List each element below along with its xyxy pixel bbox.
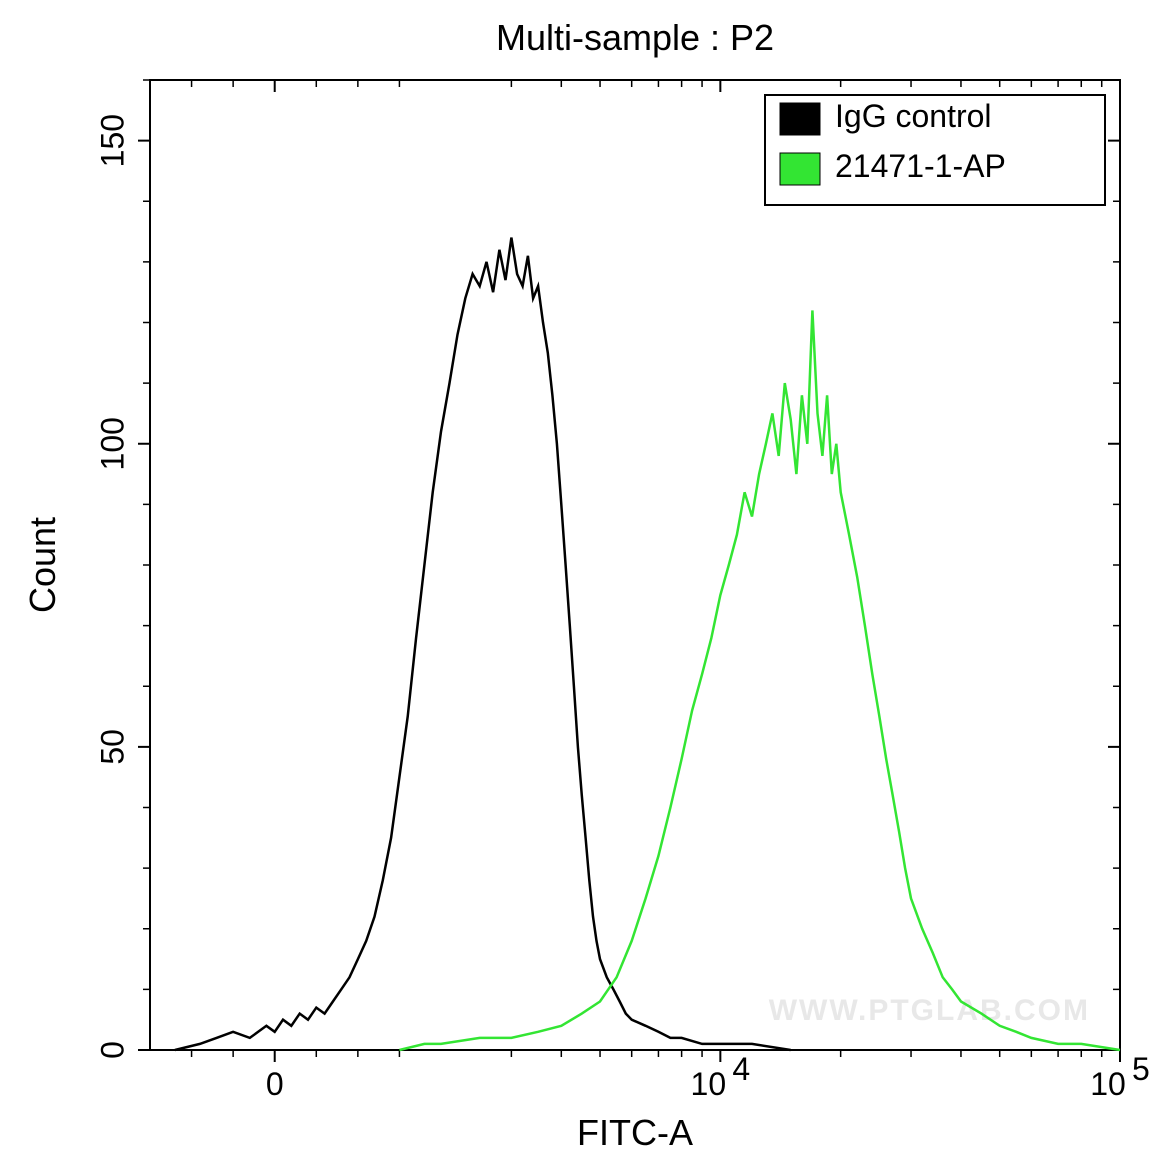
y-tick-label: 0 (94, 1041, 130, 1059)
svg-text:4: 4 (732, 1051, 750, 1087)
y-tick-label: 150 (94, 114, 130, 167)
histogram-chart: Multi-sample : P2050100150Count0104105FI… (0, 0, 1156, 1165)
x-tick-label: 0 (266, 1066, 284, 1102)
series-21471-1-ap (399, 310, 1120, 1050)
x-axis-label: FITC-A (577, 1112, 693, 1153)
legend-label: IgG control (835, 98, 992, 134)
chart-title: Multi-sample : P2 (496, 17, 774, 58)
watermark: WWW.PTGLAB.COM (769, 994, 1090, 1027)
legend-label: 21471-1-AP (835, 148, 1006, 184)
svg-text:10: 10 (691, 1066, 727, 1102)
chart-container: Multi-sample : P2050100150Count0104105FI… (0, 0, 1156, 1165)
series-igg-control (175, 238, 791, 1050)
y-tick-label: 100 (94, 417, 130, 470)
plot-border (150, 80, 1120, 1050)
legend-swatch (780, 103, 820, 135)
legend-swatch (780, 153, 820, 185)
svg-text:10: 10 (1090, 1066, 1126, 1102)
y-axis-label: Count (22, 517, 63, 613)
svg-text:5: 5 (1132, 1051, 1150, 1087)
y-tick-label: 50 (94, 729, 130, 765)
